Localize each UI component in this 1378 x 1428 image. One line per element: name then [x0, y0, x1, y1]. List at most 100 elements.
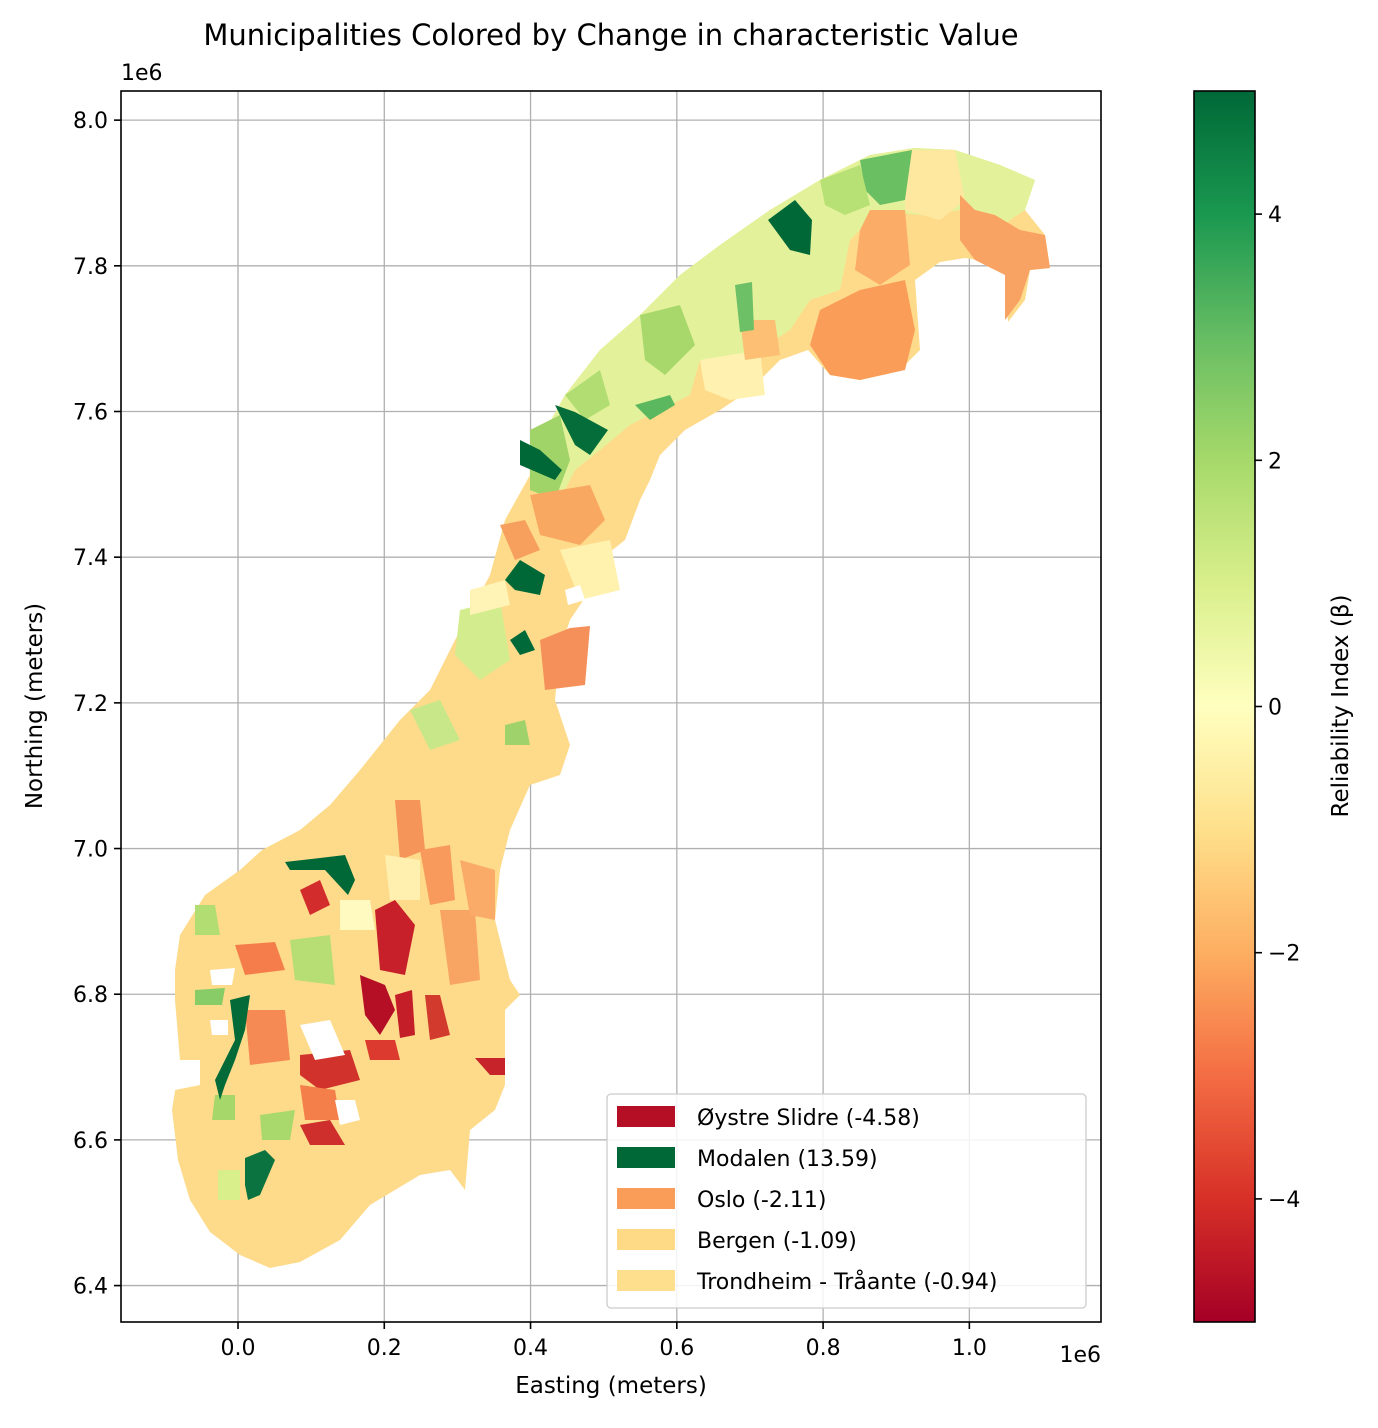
green-region-b	[820, 165, 870, 215]
missing-area-3	[170, 1060, 200, 1090]
south-green-region-2	[195, 905, 220, 935]
dark-green-region-3	[520, 440, 562, 480]
south-red-region-4	[425, 995, 450, 1040]
dark-green-region-1	[768, 200, 812, 255]
y-tick-label: 6.4	[73, 1275, 108, 1300]
x-tick-label: 0.0	[221, 1336, 256, 1361]
south-orange-region-7	[245, 1010, 290, 1065]
south-orange-region-1	[395, 800, 425, 860]
y-tick-label: 7.4	[73, 546, 108, 571]
green-region-d	[565, 370, 610, 420]
missing-area-5	[565, 585, 585, 605]
legend-swatch	[617, 1188, 675, 1209]
colorbar-tick-label: 2	[1268, 449, 1282, 474]
colorbar: −4 −2 0 2 4 Reliability Index (β)	[1193, 90, 1354, 1323]
south-orange-region-2	[420, 845, 455, 905]
legend-swatch	[617, 1229, 675, 1250]
dark-green-region-2	[555, 405, 608, 455]
legend-swatch	[617, 1147, 675, 1168]
legend-label: Modalen (13.59)	[697, 1147, 878, 1172]
south-pale-region	[385, 855, 420, 900]
south-green-region-5	[212, 1095, 235, 1120]
finnmark-orange-region-2	[855, 210, 910, 285]
dark-green-region-6	[285, 855, 355, 895]
nordland-pale-region	[560, 540, 620, 600]
south-green-region-4	[195, 988, 225, 1005]
green-region-e	[530, 415, 570, 500]
legend-swatch	[617, 1270, 675, 1291]
trondelag-green-region-2	[410, 700, 460, 750]
y-tick-label: 7.0	[73, 838, 108, 863]
y-tick-label: 7.8	[73, 255, 108, 280]
x-tick-label: 0.6	[659, 1336, 694, 1361]
finnmark-orange-region	[810, 280, 915, 380]
south-red-region-3	[395, 990, 415, 1038]
y-tick-label: 7.2	[73, 692, 108, 717]
colorbar-ticks: −4 −2 0 2 4	[1255, 203, 1300, 1213]
legend-label: Øystre Slidre (-4.58)	[697, 1106, 920, 1131]
nordland-orange-region	[530, 485, 605, 545]
legend-label: Bergen (-1.09)	[697, 1229, 857, 1254]
green-region-f	[735, 282, 754, 332]
trondelag-green-region-3	[505, 720, 530, 745]
south-green-region-6	[218, 1170, 240, 1200]
norway-landmass	[172, 148, 1050, 1268]
dark-green-region-4	[505, 560, 545, 595]
northern-coast-region	[530, 148, 1035, 500]
x-tick-label: 0.8	[806, 1336, 841, 1361]
trondelag-orange-region	[540, 626, 590, 690]
south-red-region-8	[300, 1120, 345, 1145]
legend-swatch	[617, 1106, 675, 1127]
nordland-orange-region-2	[500, 520, 540, 560]
chart-title: Municipalities Colored by Change in char…	[203, 18, 1018, 52]
axes-frame	[120, 90, 1102, 1323]
legend-label: Trondheim - Tråante (-0.94)	[696, 1269, 997, 1295]
dark-green-region-7	[215, 995, 250, 1100]
y-tick-label: 6.6	[73, 1129, 108, 1154]
legend: Øystre Slidre (-4.58) Modalen (13.59) Oslo…	[606, 1093, 1087, 1309]
colorbar-tick-label: −4	[1268, 1188, 1300, 1213]
south-green-region-1	[290, 935, 335, 985]
trondelag-pale-region	[470, 580, 510, 615]
south-orange-region-5	[235, 942, 285, 975]
y-tick-label: 6.8	[73, 983, 108, 1008]
legend-label: Oslo (-2.11)	[697, 1188, 826, 1213]
x-offset-label: 1e6	[1059, 1343, 1101, 1368]
x-axis-label: Easting (meters)	[515, 1373, 707, 1399]
south-red-region-6	[475, 1058, 505, 1075]
south-orange-region-3	[440, 910, 480, 985]
south-orange-region-6	[300, 1085, 340, 1120]
y-axis-label: Northing (meters)	[22, 603, 48, 809]
colorbar-label: Reliability Index (β)	[1328, 595, 1354, 818]
finnmark-pale-region	[905, 150, 965, 220]
dark-green-region-8	[245, 1150, 275, 1200]
missing-area-1	[300, 1020, 345, 1060]
norway-map	[170, 148, 1050, 1268]
varanger-orange-region	[960, 195, 1050, 320]
south-red-region-5	[365, 1040, 400, 1060]
y-tick-label: 7.6	[73, 400, 108, 425]
x-tick-label: 1.0	[952, 1336, 987, 1361]
troms-pale-region	[700, 350, 765, 400]
green-region-c	[640, 305, 695, 375]
colorbar-tick-label: 0	[1268, 696, 1282, 721]
south-red-region-2	[360, 975, 395, 1035]
colorbar-gradient	[1193, 90, 1256, 1323]
y-offset-label: 1e6	[121, 61, 163, 86]
south-red-region-9	[300, 880, 330, 915]
colorbar-tick-label: −2	[1268, 942, 1300, 967]
dark-green-region-5	[510, 630, 535, 655]
south-pale-region-2	[340, 900, 375, 930]
south-green-region-3	[260, 1110, 295, 1140]
trondelag-green-region	[455, 600, 510, 680]
legend-box	[606, 1093, 1087, 1309]
colorbar-tick-label: 4	[1268, 203, 1282, 228]
green-region-a	[860, 150, 912, 205]
x-axis-ticks: 0.0 0.2 0.4 0.6 0.8 1.0	[221, 1322, 987, 1361]
y-axis-ticks: 6.4 6.6 6.8 7.0 7.2 7.4 7.6 7.8 8.0	[73, 109, 121, 1300]
missing-area-6	[210, 1020, 228, 1035]
missing-area-4	[210, 968, 235, 985]
x-tick-label: 0.2	[367, 1336, 402, 1361]
y-tick-label: 8.0	[73, 109, 108, 134]
